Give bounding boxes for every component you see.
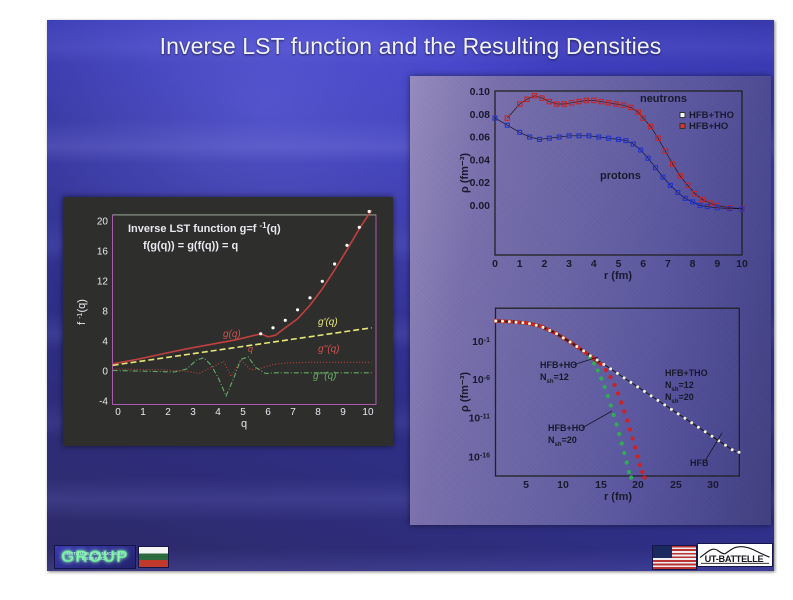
svg-text:3: 3: [567, 259, 573, 270]
svg-text:0.10: 0.10: [470, 87, 491, 98]
svg-text:4: 4: [215, 407, 221, 418]
svg-text:UT-BATTELLE: UT-BATTELLE: [704, 554, 763, 564]
svg-text:9: 9: [715, 259, 721, 270]
svg-text:30: 30: [708, 480, 720, 491]
svg-text:10: 10: [558, 480, 570, 491]
svg-text:4: 4: [102, 337, 108, 348]
svg-text:10: 10: [737, 259, 749, 270]
svg-text:5: 5: [240, 407, 246, 418]
svg-text:ρ (fm⁻³): ρ (fm⁻³): [459, 152, 471, 192]
svg-text:q: q: [241, 418, 247, 430]
svg-text:10-6: 10-6: [472, 374, 490, 386]
svg-text:4: 4: [591, 259, 597, 270]
svg-text:3: 3: [190, 407, 196, 418]
svg-text:9: 9: [340, 407, 346, 418]
svg-text:20: 20: [96, 217, 108, 228]
svg-text:20: 20: [633, 480, 645, 491]
svg-text:0: 0: [492, 259, 498, 270]
svg-text:Nsh=20: Nsh=20: [548, 435, 577, 448]
svg-text:5: 5: [523, 480, 529, 491]
svg-text:q: q: [248, 344, 253, 354]
svg-text:8: 8: [102, 307, 108, 318]
svg-text:12: 12: [96, 277, 108, 288]
svg-text:Nsh=20: Nsh=20: [665, 392, 694, 405]
svg-text:HFB+HO: HFB+HO: [548, 423, 585, 433]
svg-text:6: 6: [641, 259, 647, 270]
svg-text:10-16: 10-16: [469, 452, 491, 464]
svg-text:Inverse LST function g=f -1(q): Inverse LST function g=f -1(q): [128, 221, 281, 236]
svg-text:2: 2: [542, 259, 548, 270]
svg-text:g'''(q): g'''(q): [313, 371, 336, 382]
svg-text:0.06: 0.06: [470, 132, 491, 143]
svg-text:15: 15: [596, 480, 608, 491]
svg-text:6: 6: [265, 407, 271, 418]
svg-text:g(q): g(q): [223, 329, 241, 340]
svg-text:8: 8: [690, 259, 696, 270]
svg-text:10-1: 10-1: [472, 336, 490, 348]
svg-text:f -1(q): f -1(q): [76, 300, 88, 326]
svg-text:0: 0: [102, 367, 108, 378]
svg-text:10-11: 10-11: [469, 413, 490, 425]
svg-text:Nsh=12: Nsh=12: [540, 372, 569, 385]
svg-text:protons: protons: [600, 170, 641, 182]
svg-text:HFB+HO: HFB+HO: [689, 121, 728, 132]
svg-text:1: 1: [517, 259, 523, 270]
svg-text:0.04: 0.04: [470, 155, 491, 166]
svg-text:1: 1: [140, 407, 146, 418]
svg-text:7: 7: [665, 259, 671, 270]
svg-text:16: 16: [96, 247, 108, 258]
svg-text:f(g(q)) = g(f(q)) = q: f(g(q)) = g(f(q)) = q: [143, 240, 238, 252]
svg-text:0.00: 0.00: [470, 201, 491, 212]
svg-text:0: 0: [115, 407, 121, 418]
svg-text:HFB+HO: HFB+HO: [540, 360, 577, 370]
svg-text:2: 2: [165, 407, 171, 418]
svg-text:g''(q): g''(q): [318, 344, 340, 355]
svg-text:0.08: 0.08: [470, 109, 491, 120]
svg-text:10: 10: [362, 407, 374, 418]
svg-text:8: 8: [315, 407, 321, 418]
svg-text:r (fm): r (fm): [604, 270, 632, 282]
svg-text:HFB+THO: HFB+THO: [665, 368, 708, 378]
svg-text:25: 25: [671, 480, 683, 491]
svg-text:ρ (fm⁻³): ρ (fm⁻³): [459, 371, 471, 411]
svg-text:r (fm): r (fm): [604, 491, 632, 503]
svg-text:neutrons: neutrons: [640, 93, 687, 105]
svg-text:0.02: 0.02: [470, 178, 491, 189]
svg-text:5: 5: [616, 259, 622, 270]
svg-text:g'(q): g'(q): [318, 317, 338, 328]
svg-text:-4: -4: [99, 397, 108, 408]
svg-text:HFB+THO: HFB+THO: [689, 110, 734, 121]
svg-text:7: 7: [290, 407, 296, 418]
